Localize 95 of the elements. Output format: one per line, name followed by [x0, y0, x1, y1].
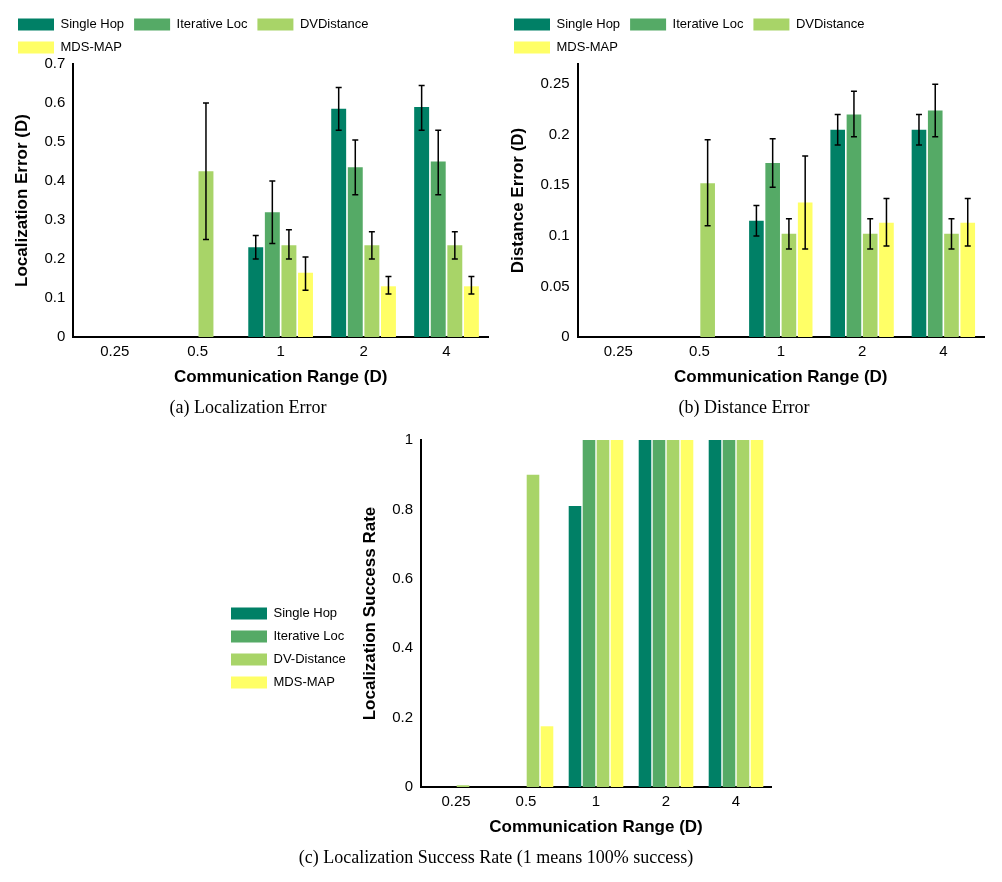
bar: [652, 440, 666, 787]
bar: [568, 505, 582, 787]
legend-label: Single Hop: [556, 16, 621, 32]
legend-label: Single Hop: [273, 605, 338, 621]
bar: [666, 440, 680, 787]
x-tick-label: 2: [857, 342, 867, 360]
legend-label: Iterative Loc: [176, 16, 248, 32]
x-tick-label: 4: [731, 792, 741, 810]
bar: [736, 440, 750, 787]
x-axis-title: Communication Range (D): [173, 366, 388, 386]
bar: [797, 202, 813, 337]
bar: [264, 212, 280, 337]
y-tick-label: 0.1: [44, 288, 66, 306]
bar: [879, 222, 894, 337]
bar: [526, 474, 540, 787]
bar: [364, 245, 380, 337]
x-tick-label: 0.25: [603, 342, 633, 360]
bar: [447, 245, 463, 337]
bar: [722, 440, 736, 787]
bar: [582, 440, 596, 787]
bar: [862, 233, 878, 337]
bar: [540, 726, 554, 787]
y-tick-label: 0.4: [392, 638, 413, 656]
bar: [298, 272, 313, 337]
x-axis-title: Communication Range (D): [674, 366, 888, 386]
y-tick-label: 0.15: [540, 175, 570, 193]
y-tick-label: 0.25: [540, 74, 570, 92]
x-tick-label: 0.5: [689, 342, 710, 360]
y-tick-label: 0.2: [392, 707, 413, 725]
bar: [749, 220, 764, 337]
y-tick-label: 0.6: [44, 93, 66, 111]
x-axis-title: Communication Range (D): [489, 816, 703, 836]
x-tick-label: 2: [661, 792, 671, 810]
y-tick-label: 0.05: [540, 276, 570, 294]
y-tick-label: 0: [561, 327, 570, 345]
bar: [960, 222, 976, 337]
bar: [248, 247, 264, 337]
y-tick-label: 0.1: [548, 226, 570, 244]
bar: [430, 161, 446, 337]
bar: [463, 286, 479, 337]
x-tick-label: 0.25: [100, 342, 130, 360]
y-tick-label: 0: [56, 327, 66, 345]
bar: [911, 129, 927, 337]
y-tick-label: 0.2: [548, 124, 570, 142]
bar: [680, 440, 694, 787]
bar: [846, 114, 862, 337]
x-tick-label: 4: [442, 342, 451, 360]
legend-label: Iterative Loc: [672, 16, 744, 32]
bar: [414, 106, 430, 337]
bar: [708, 440, 722, 787]
legend-label: DVDistance: [795, 16, 865, 32]
x-tick-label: 1: [276, 342, 285, 360]
y-tick-label: 0.3: [44, 210, 66, 228]
y-tick-label: 0.5: [44, 132, 66, 150]
x-tick-label: 0.5: [187, 342, 209, 360]
bar: [381, 286, 396, 337]
legend-label: Single Hop: [60, 16, 125, 32]
legend-label: MDS-MAP: [273, 674, 335, 690]
bar: [830, 129, 846, 337]
text: (b) Distance Error: [678, 396, 810, 418]
legend-label: Iterative Loc: [273, 628, 345, 644]
x-tick-label: 2: [359, 342, 368, 360]
text: (a) Localization Error: [169, 396, 327, 418]
x-tick-label: 1: [591, 792, 601, 810]
bar: [281, 245, 297, 337]
x-tick-label: 0.25: [441, 792, 471, 810]
x-tick-label: 0.5: [515, 792, 537, 810]
bar: [750, 440, 764, 787]
y-tick-label: 0.7: [44, 54, 66, 72]
bar: [347, 167, 363, 337]
y-axis-title: Localization Error (D): [11, 114, 31, 287]
y-axis-title: Distance Error (D): [507, 127, 527, 274]
x-tick-label: 4: [939, 342, 948, 360]
bar: [331, 108, 347, 337]
legend-label: MDS-MAP: [556, 39, 618, 55]
y-tick-label: 0.4: [44, 171, 66, 189]
bar: [596, 440, 610, 787]
y-tick-label: 0: [404, 777, 413, 795]
legend-label: DVDistance: [299, 16, 369, 32]
legend-label: MDS-MAP: [60, 39, 122, 55]
y-tick-label: 0.6: [392, 568, 413, 586]
y-axis-title: Localization Success Rate: [359, 506, 379, 721]
bar: [700, 183, 715, 337]
bar: [927, 110, 943, 337]
y-tick-label: 0.2: [44, 249, 66, 267]
y-tick-label: 1: [404, 430, 413, 448]
bar: [781, 233, 797, 337]
legend-label: DV-Distance: [273, 651, 346, 667]
bar: [610, 440, 624, 787]
bar: [944, 233, 959, 337]
x-tick-label: 1: [776, 342, 785, 360]
y-tick-label: 0.8: [392, 499, 413, 517]
bar: [765, 163, 780, 337]
bar: [638, 440, 652, 787]
text: (c) Localization Success Rate (1 means 100% success): [298, 846, 694, 868]
